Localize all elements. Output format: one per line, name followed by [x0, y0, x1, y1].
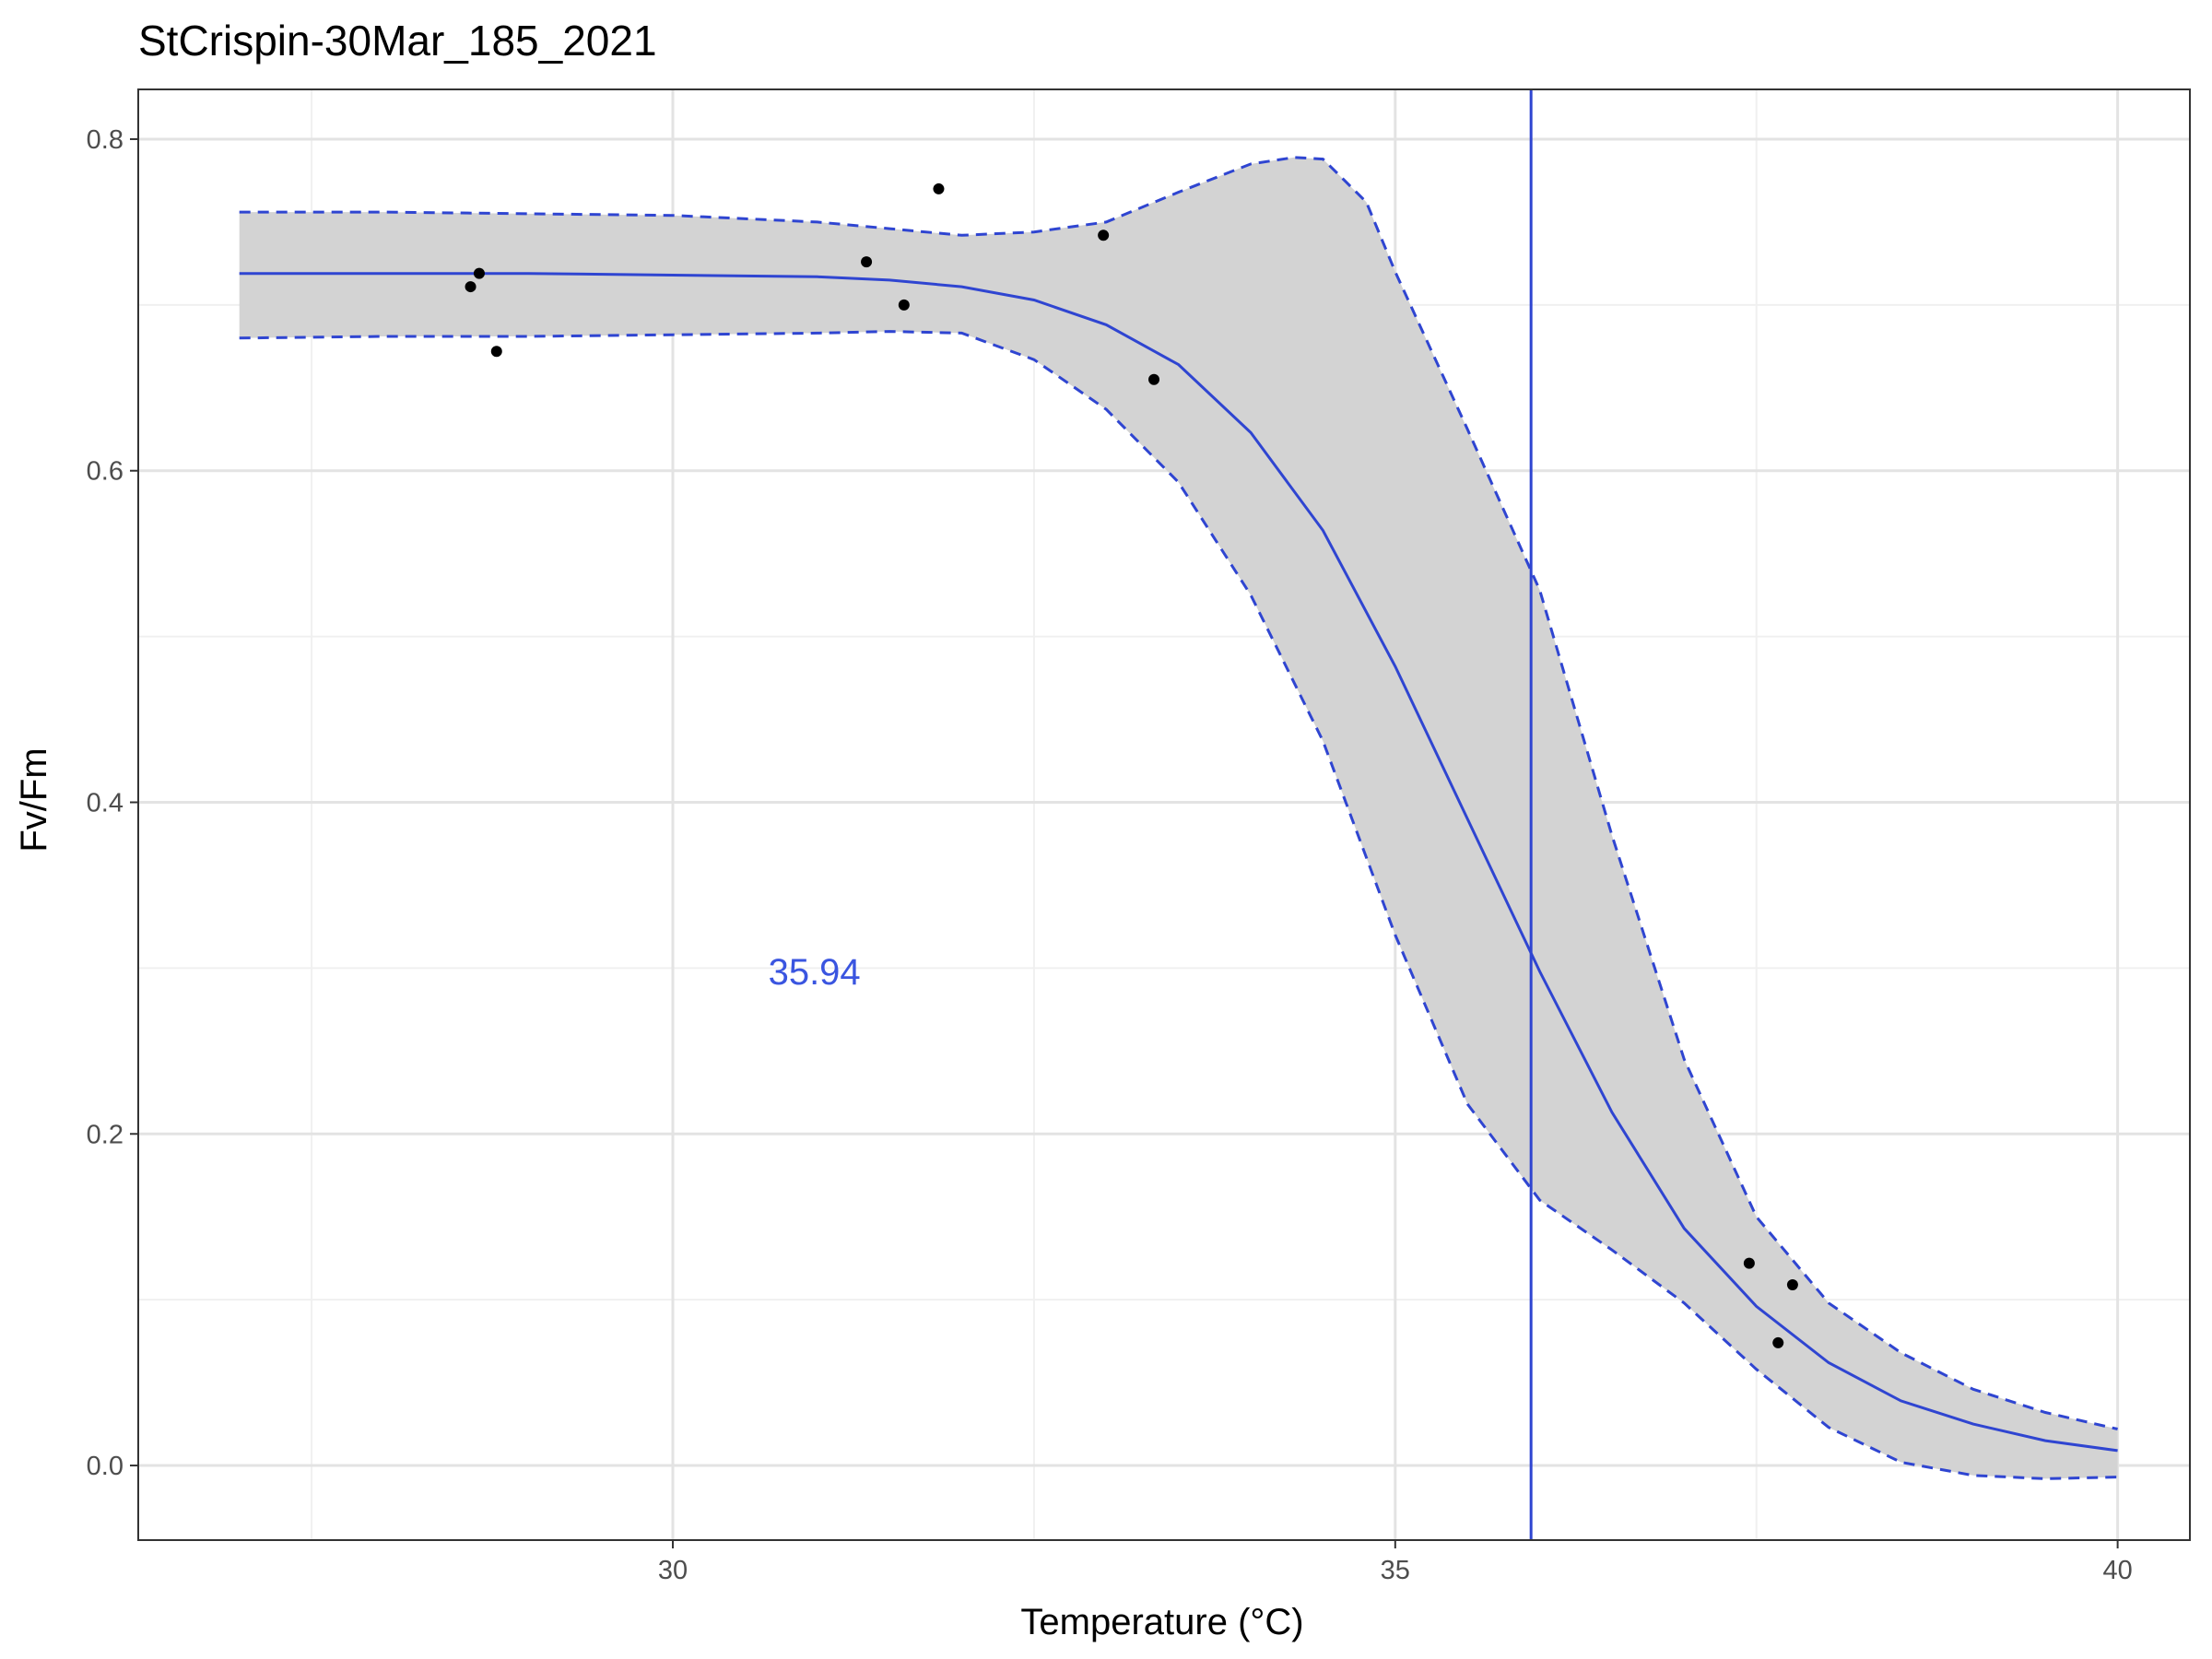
confidence-ribbon-layer	[239, 156, 2118, 1480]
data-point	[933, 182, 945, 194]
confidence-band	[239, 157, 2118, 1479]
fitted-curve	[239, 272, 2118, 1453]
y-tick-label: 0.0	[87, 1452, 124, 1481]
data-point	[1098, 229, 1110, 241]
data-points-layer	[465, 182, 1798, 1348]
x-tick-label: 35	[1381, 1556, 1410, 1585]
chart-title: StCrispin-30Mar_185_2021	[138, 17, 657, 65]
y-tick-label: 0.2	[87, 1120, 124, 1149]
upper-confidence-line	[239, 156, 2118, 1430]
data-point	[473, 267, 485, 279]
data-point	[465, 281, 477, 293]
annotation-layer: 35.94	[769, 952, 861, 993]
data-point	[861, 256, 873, 268]
data-point	[898, 299, 910, 311]
plot-panel-border	[137, 88, 2191, 1541]
x-axis-title: Temperature (°C)	[1020, 1602, 1303, 1642]
y-tick-label: 0.6	[87, 457, 124, 487]
x-tick-label: 30	[658, 1556, 688, 1585]
data-point	[490, 346, 502, 358]
fitted-curve-layer	[239, 272, 2118, 1453]
ed50-annotation: 35.94	[769, 952, 861, 993]
y-tick-label: 0.4	[87, 789, 124, 818]
data-point	[1148, 373, 1160, 385]
data-point	[1743, 1257, 1755, 1269]
data-point	[1772, 1336, 1784, 1348]
y-tick-label: 0.8	[87, 125, 124, 155]
y-axis: 0.0 0.2 0.4 0.6 0.8	[87, 125, 138, 1481]
data-point	[1786, 1278, 1798, 1290]
y-axis-title: Fv/Fm	[14, 747, 54, 852]
major-gridlines	[138, 89, 2190, 1540]
x-tick-label: 40	[2102, 1556, 2132, 1585]
x-axis: 30 35 40	[658, 1540, 2133, 1585]
